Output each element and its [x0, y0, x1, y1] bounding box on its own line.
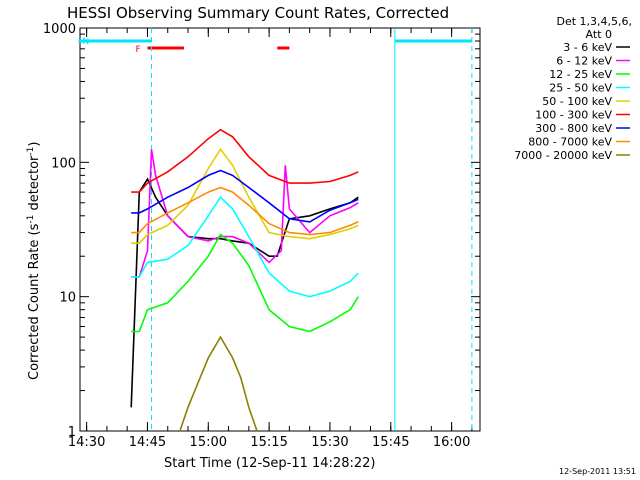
series-line	[131, 233, 359, 333]
series-line	[179, 335, 258, 432]
legend-label: 3 - 6 keV	[563, 41, 612, 54]
y-tick-label: 100	[51, 156, 76, 171]
legend-label: 800 - 7000 keV	[528, 136, 612, 149]
flag-label: N	[83, 37, 90, 47]
x-tick-label: 15:00	[190, 435, 227, 450]
series-line	[130, 177, 359, 408]
series-group	[130, 128, 359, 432]
x-tick-label: 15:45	[372, 435, 409, 450]
x-tick-label: 15:15	[250, 435, 287, 450]
y-tick-label: 1	[68, 425, 76, 440]
y-tick-label: 10	[59, 291, 76, 306]
plot-frame	[79, 27, 481, 432]
legend-header-2: Att 0	[586, 28, 612, 41]
x-tick-label: 16:00	[433, 435, 470, 450]
legend-label: 50 - 100 keV	[542, 95, 612, 108]
legend-label: 12 - 25 keV	[549, 68, 612, 81]
y-axis: 1 10 100 1000	[43, 22, 480, 440]
observing-flags: FN	[78, 28, 473, 431]
legend-label: 25 - 50 keV	[549, 82, 612, 95]
x-axis-label: Start Time (12-Sep-11 14:28:22)	[164, 456, 375, 471]
x-tick-label: 14:30	[68, 435, 105, 450]
legend-label: 100 - 300 keV	[535, 109, 612, 122]
x-axis: 14:30 14:45 15:00 15:15 15:30 15:45 16:00	[68, 28, 473, 450]
footer-timestamp: 12-Sep-2011 13:51	[559, 467, 636, 476]
x-tick-label: 14:45	[129, 435, 166, 450]
flag-label: F	[135, 45, 140, 55]
series-line	[131, 195, 359, 298]
chart-title: HESSI Observing Summary Count Rates, Cor…	[67, 4, 449, 22]
series-line	[131, 169, 359, 223]
y-axis-label: Corrected Count Rate (s-1 detector-1)	[26, 142, 42, 380]
legend-label: 300 - 800 keV	[535, 122, 612, 135]
series-line	[131, 186, 359, 236]
series-line	[131, 128, 359, 193]
series-line	[131, 149, 359, 278]
y-tick-label: 1000	[43, 22, 76, 37]
legend-label: 6 - 12 keV	[556, 55, 612, 68]
x-tick-label: 15:30	[311, 435, 348, 450]
legend-label: 7000 - 20000 keV	[514, 149, 612, 162]
series-line	[131, 147, 359, 244]
legend-header-1: Det 1,3,4,5,6,	[556, 15, 632, 28]
